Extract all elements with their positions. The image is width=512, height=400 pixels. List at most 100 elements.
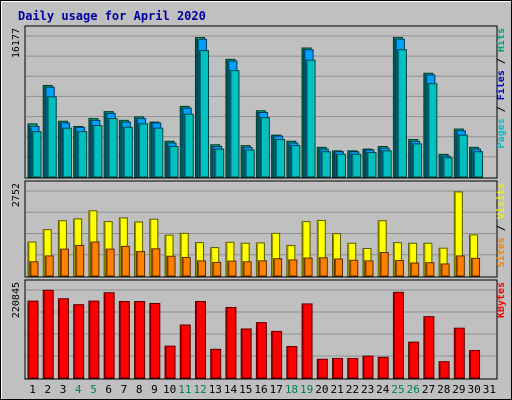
bar-pages-day-3: [61, 127, 72, 178]
bar-kbytes-day-29: [453, 327, 465, 379]
x-tick-label-29: 29: [452, 383, 465, 396]
bar-pages-day-19: [305, 59, 316, 178]
bar-sites-day-2: [44, 255, 54, 277]
bar-pages-day-23: [366, 152, 377, 178]
bar-pages-day-7: [122, 126, 133, 178]
x-tick-label-9: 9: [151, 383, 158, 396]
x-tick-label-24: 24: [376, 383, 390, 396]
legend: KBytes: [496, 282, 507, 318]
bar-sites-day-23: [364, 260, 374, 277]
x-tick-label-1: 1: [29, 383, 36, 396]
bar-sites-day-7: [120, 245, 130, 277]
bar-pages-day-29: [457, 134, 468, 178]
bar-sites-day-19: [303, 257, 313, 277]
bar-pages-day-30: [473, 151, 484, 178]
bar-pages-day-6: [107, 118, 118, 178]
bar-pages-day-18: [290, 145, 301, 178]
bar-sites-day-9: [151, 248, 161, 277]
x-tick-label-6: 6: [105, 383, 112, 396]
bar-sites-day-26: [410, 262, 420, 277]
bar-kbytes-day-23: [362, 355, 374, 379]
bar-pages-day-13: [214, 148, 225, 178]
bar-pages-day-11: [183, 113, 194, 178]
bar-sites-day-20: [318, 257, 328, 277]
bar-pages-day-1: [31, 131, 42, 178]
x-tick-label-26: 26: [407, 383, 420, 396]
bar-sites-day-10: [166, 255, 176, 277]
bar-pages-day-24: [381, 150, 392, 178]
x-tick-label-18: 18: [285, 383, 298, 396]
bar-pages-day-10: [168, 145, 179, 178]
bar-kbytes-day-14: [225, 306, 237, 379]
bar-sites-day-12: [196, 260, 206, 277]
x-tick-label-22: 22: [346, 383, 359, 396]
legend-entry: Sites: [495, 237, 507, 267]
bar-sites-day-11: [181, 256, 191, 277]
bar-pages-day-4: [77, 131, 88, 178]
x-tick-label-15: 15: [239, 383, 252, 396]
bar-pages-day-26: [412, 143, 423, 178]
bar-sites-day-21: [334, 258, 344, 277]
bar-kbytes-day-4: [73, 304, 85, 379]
bar-pages-day-8: [138, 123, 149, 178]
x-tick-label-27: 27: [422, 383, 435, 396]
x-tick-label-12: 12: [193, 383, 206, 396]
bar-sites-day-16: [257, 260, 267, 277]
x-tick-label-30: 30: [468, 383, 481, 396]
bar-kbytes-day-10: [164, 345, 176, 379]
bar-kbytes-day-5: [88, 300, 100, 379]
bar-kbytes-day-7: [118, 300, 130, 379]
bar-pages-day-22: [351, 153, 362, 178]
x-tick-label-16: 16: [254, 383, 267, 396]
bar-pages-day-12: [198, 50, 209, 178]
bar-pages-day-16: [259, 117, 270, 178]
bar-sites-day-3: [59, 248, 69, 277]
x-tick-label-4: 4: [75, 383, 82, 396]
bar-sites-day-14: [227, 260, 237, 277]
panel-middle: 2752 Sites / Visits: [11, 180, 507, 278]
bar-kbytes-day-26: [408, 341, 420, 379]
bar-kbytes-day-24: [377, 356, 389, 379]
bar-kbytes-day-12: [194, 300, 206, 379]
x-tick-label-8: 8: [136, 383, 143, 396]
bar-pages-day-15: [244, 149, 255, 178]
bar-pages-day-21: [336, 153, 347, 178]
bar-pages-day-17: [275, 139, 286, 178]
bar-pages-day-9: [153, 127, 164, 178]
bar-kbytes-day-25: [392, 291, 404, 379]
x-tick-label-2: 2: [45, 383, 52, 396]
bar-pages-day-5: [92, 125, 103, 178]
x-tick-label-28: 28: [437, 383, 450, 396]
y-max-label: 220845: [11, 282, 22, 318]
bar-sites-day-4: [75, 244, 85, 277]
legend: Pages / Files / Hits: [495, 28, 507, 148]
bar-kbytes-day-1: [27, 300, 39, 379]
bar-sites-day-13: [212, 261, 222, 277]
bar-sites-day-25: [394, 260, 404, 277]
legend-entry: KBytes: [496, 282, 507, 318]
bar-kbytes-day-27: [423, 316, 435, 379]
x-tick-label-19: 19: [300, 383, 313, 396]
bar-kbytes-day-11: [179, 324, 191, 379]
x-tick-label-31: 31: [483, 383, 496, 396]
bar-kbytes-day-20: [316, 358, 328, 379]
bar-sites-day-30: [471, 257, 481, 277]
bar-pages-day-27: [427, 83, 438, 178]
x-tick-label-21: 21: [331, 383, 344, 396]
bar-sites-day-27: [425, 262, 435, 277]
legend-entry: Files: [495, 70, 507, 100]
legend-separator: /: [496, 219, 507, 237]
bar-sites-day-17: [273, 258, 283, 277]
bar-sites-day-18: [288, 259, 298, 277]
bar-kbytes-day-13: [210, 348, 222, 379]
panel-bottom: 220845 KBytes: [11, 279, 507, 380]
x-tick-label-25: 25: [391, 383, 404, 396]
bar-sites-day-28: [440, 263, 450, 277]
bar-sites-day-5: [90, 241, 100, 277]
bar-sites-day-6: [105, 248, 115, 277]
bar-kbytes-day-19: [301, 303, 313, 379]
x-tick-label-7: 7: [121, 383, 128, 396]
legend-entry: Visits: [495, 183, 507, 219]
bar-kbytes-day-3: [57, 298, 69, 379]
bar-sites-day-22: [349, 259, 359, 277]
